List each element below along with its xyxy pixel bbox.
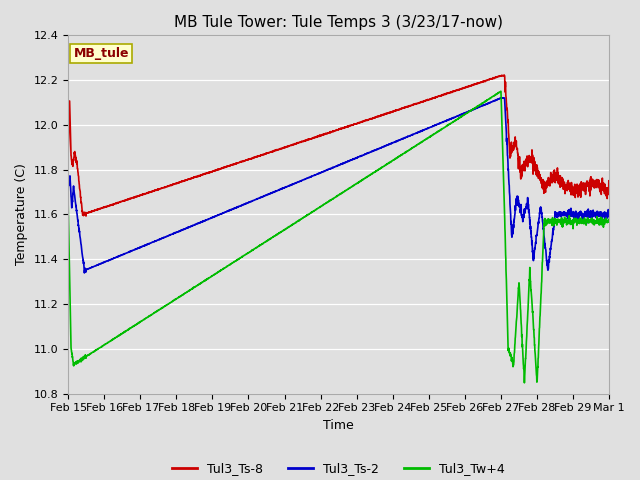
Text: MB_tule: MB_tule	[74, 47, 129, 60]
Legend: Tul3_Ts-8, Tul3_Ts-2, Tul3_Tw+4: Tul3_Ts-8, Tul3_Ts-2, Tul3_Tw+4	[167, 457, 510, 480]
Y-axis label: Temperature (C): Temperature (C)	[15, 164, 28, 265]
X-axis label: Time: Time	[323, 419, 354, 432]
Title: MB Tule Tower: Tule Temps 3 (3/23/17-now): MB Tule Tower: Tule Temps 3 (3/23/17-now…	[174, 15, 503, 30]
